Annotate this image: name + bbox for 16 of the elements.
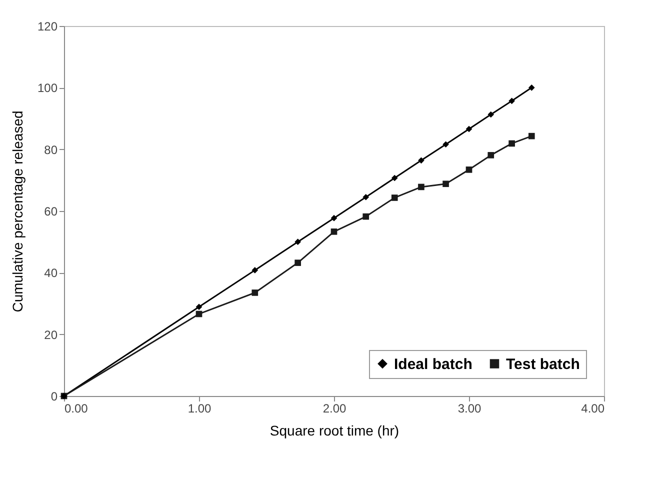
y-tick-label: 20 — [44, 328, 58, 342]
y-tick-label: 100 — [37, 81, 58, 96]
y-tick-label: 120 — [37, 20, 58, 34]
x-tick-label: 3.00 — [458, 402, 482, 416]
y-tick-label: 80 — [44, 142, 58, 157]
x-tick-label: 2.00 — [322, 402, 346, 416]
x-tick-label: 0.00 — [64, 402, 88, 416]
legend-label: Ideal batch — [394, 356, 472, 373]
legend-label: Test batch — [506, 356, 580, 373]
y-axis-title: Cumulative percentage released — [9, 110, 26, 312]
y-tick-label: 60 — [44, 204, 58, 218]
x-tick-label: 4.00 — [581, 402, 605, 416]
x-tick-label: 1.00 — [188, 402, 212, 416]
y-tick-label: 40 — [44, 266, 58, 280]
x-axis-title: Square root time (hr) — [270, 422, 400, 438]
y-tick-label: 0 — [50, 390, 58, 404]
